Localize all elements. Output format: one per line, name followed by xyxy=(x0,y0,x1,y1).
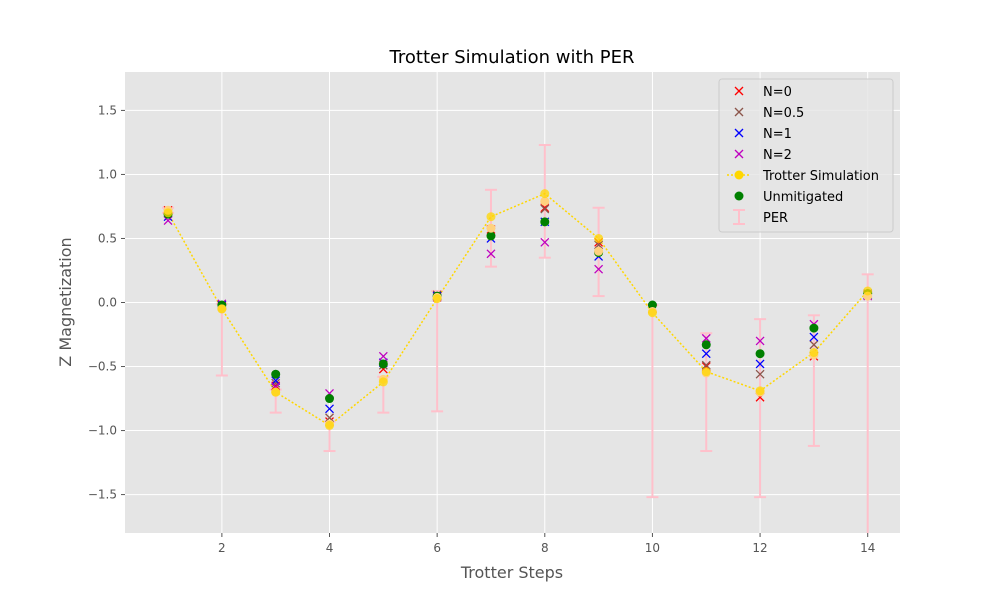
legend-marker-unmitigated xyxy=(734,191,744,201)
trotter-simulation-point xyxy=(863,286,873,296)
trotter-simulation-point xyxy=(701,367,711,377)
chart-title: Trotter Simulation with PER xyxy=(389,47,635,68)
y-tick-label: 1.0 xyxy=(98,167,117,181)
unmitigated-point xyxy=(809,323,819,333)
unmitigated-point xyxy=(325,394,335,404)
legend-label-n-2: N=2 xyxy=(763,148,792,163)
point-n-2 xyxy=(701,333,711,343)
legend-marker-trotter-simulation xyxy=(727,170,751,180)
x-tick-label: 12 xyxy=(752,541,767,555)
trotter-simulation-point xyxy=(378,377,388,387)
trotter-simulation-point xyxy=(540,189,550,199)
legend: N=0 N=0.5 N=1 N=2 Trotter Simulation Unmitiga… xyxy=(718,78,894,233)
y-tick-label: 1.5 xyxy=(98,103,117,117)
x-tick-label: 14 xyxy=(860,541,875,555)
legend-marker-n-1 xyxy=(734,128,744,138)
unmitigated-point xyxy=(647,300,657,310)
unmitigated-point xyxy=(271,369,281,379)
trotter-simulation-point xyxy=(271,387,281,397)
y-tick-label: 0.0 xyxy=(98,296,117,310)
legend-label-n-0: N=0 xyxy=(763,85,792,100)
x-axis-label: Trotter Steps xyxy=(460,563,563,582)
per-errorbar xyxy=(861,273,874,533)
unmitigated-point xyxy=(486,231,496,241)
legend-box xyxy=(718,78,894,233)
legend-label-unmitigated: Unmitigated xyxy=(763,190,843,205)
per-point xyxy=(594,246,604,256)
point-n-1 xyxy=(755,359,765,369)
point-n-2 xyxy=(486,249,496,259)
x-tick-label: 6 xyxy=(433,541,441,555)
legend-label-n-1: N=1 xyxy=(763,127,792,142)
point-n-0-5 xyxy=(755,369,765,379)
point-n-2 xyxy=(378,351,388,361)
legend-label-n-0-5: N=0.5 xyxy=(763,106,804,121)
point-n-2 xyxy=(755,336,765,346)
point-n-2 xyxy=(594,264,604,274)
per-point xyxy=(540,196,550,206)
legend-marker-n-0-5 xyxy=(734,107,744,117)
trotter-simulation-point xyxy=(647,308,657,318)
tick-labels: 2 4 6 8 10 12 14 −1.5 −1.0 −0.5 0.0 0.5 1.0 1.5 xyxy=(88,103,875,555)
unmitigated-point xyxy=(755,349,765,359)
legend-marker-n-2 xyxy=(734,149,744,159)
point-n-0-5 xyxy=(594,240,604,250)
y-axis-label: Z Magnetization xyxy=(56,237,75,366)
point-n-0-5 xyxy=(540,204,550,214)
point-n-0-5 xyxy=(809,340,819,350)
point-n-1 xyxy=(809,332,819,342)
legend-marker-per xyxy=(733,209,745,225)
trotter-simulation-line xyxy=(167,192,869,427)
per-point xyxy=(486,223,496,233)
trotter-simulation-point xyxy=(325,420,335,430)
unmitigated-point xyxy=(701,340,711,350)
point-n-0 xyxy=(540,203,550,213)
trotter-simulation-point xyxy=(755,386,765,396)
unmitigated-point xyxy=(378,359,388,369)
legend-label-trotter-simulation: Trotter Simulation xyxy=(762,169,879,184)
unmitigated-point xyxy=(540,217,550,227)
trotter-simulation-point xyxy=(217,304,227,314)
point-n-2 xyxy=(163,216,173,226)
y-tick-label: 0.5 xyxy=(98,231,117,245)
trotter-simulation-point xyxy=(594,233,604,243)
point-n-0-5 xyxy=(701,360,711,370)
y-tick-label: −1.0 xyxy=(88,424,117,438)
x-tick-label: 2 xyxy=(218,541,226,555)
legend-label-per: PER xyxy=(763,211,788,226)
chart-marks xyxy=(162,143,874,533)
y-tick-label: −0.5 xyxy=(88,360,117,374)
point-n-1 xyxy=(271,376,281,386)
y-tick-label: −1.5 xyxy=(88,488,117,502)
legend-marker-n-0 xyxy=(734,86,744,96)
trotter-simulation-point xyxy=(163,208,173,218)
trotter-simulation-point xyxy=(809,347,819,357)
point-n-1 xyxy=(325,404,334,414)
trotter-simulation-point xyxy=(432,294,442,304)
point-n-0-5 xyxy=(271,378,281,388)
x-tick-label: 10 xyxy=(645,541,660,555)
x-tick-label: 4 xyxy=(326,541,334,555)
trotter-simulation-point xyxy=(486,212,496,222)
per-errorbar xyxy=(754,318,767,499)
point-n-0-5 xyxy=(325,413,334,423)
point-n-1 xyxy=(701,349,711,359)
x-tick-label: 8 xyxy=(541,541,549,555)
point-n-2 xyxy=(540,237,550,247)
